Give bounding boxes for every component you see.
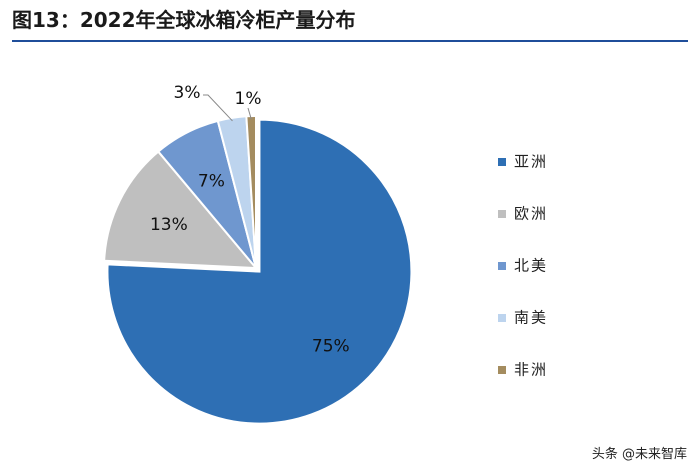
legend-swatch-5: [498, 366, 506, 374]
data-label-4: 3%: [174, 83, 201, 103]
title-underline: [12, 40, 688, 42]
data-label-1: 75%: [312, 336, 350, 356]
data-label-5: 1%: [235, 89, 262, 109]
pie-data-labels: 75% 13% 7% 3% 1%: [150, 83, 350, 356]
legend-swatch-3: [498, 262, 506, 270]
legend-swatch-2: [498, 210, 506, 218]
legend-swatch-4: [498, 314, 506, 322]
pie-slice-2: [103, 150, 259, 270]
pie-slices: [103, 114, 413, 425]
leader-line-5: [247, 107, 252, 120]
legend-label-2: 欧洲: [514, 205, 548, 223]
legend-swatch-1: [498, 158, 506, 166]
pie-slice-1: [106, 118, 413, 425]
watermark-text: 头条 @未来智库: [588, 442, 690, 463]
legend-label-3: 北美: [514, 257, 548, 275]
data-label-2: 13%: [150, 215, 188, 235]
chart-title: 图13：2022年全球冰箱冷柜产量分布: [12, 8, 356, 32]
legend-label-1: 亚洲: [514, 153, 548, 171]
legend-label-5: 非洲: [514, 361, 548, 379]
leader-line-4: [203, 94, 233, 122]
data-label-3: 7%: [198, 172, 225, 192]
legend-label-4: 南美: [514, 309, 548, 327]
pie-slice-5: [245, 114, 257, 269]
